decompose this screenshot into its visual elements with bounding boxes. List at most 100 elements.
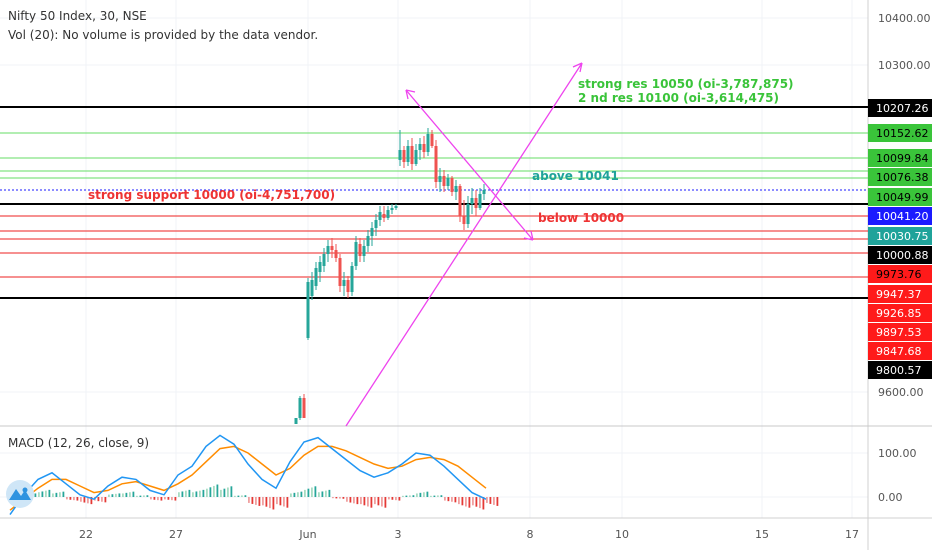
annotation-text: 2 nd res 10100 (oi-3,614,475): [578, 91, 779, 105]
candle-body: [334, 250, 338, 258]
macd-tick-label: 0.00: [878, 491, 903, 504]
candle-body: [346, 280, 350, 292]
annotation-text: above 10041: [532, 169, 619, 183]
macd-histogram-bar: [269, 497, 271, 509]
macd-histogram-bar: [111, 494, 114, 497]
macd-histogram-bar: [496, 497, 499, 506]
macd-histogram-bar: [479, 497, 481, 509]
downtrend-arrowhead-start: [405, 89, 416, 100]
candle-body: [466, 204, 470, 224]
grid: [0, 0, 868, 518]
macd-histogram-bar: [69, 497, 72, 500]
price-tag-bg: [868, 265, 932, 283]
uptrend-arrow-line: [345, 62, 583, 427]
candle-body: [414, 150, 418, 164]
macd-histogram-bar: [34, 493, 37, 497]
annotations: strong res 10050 (oi-3,787,875)2 nd res …: [88, 77, 794, 225]
price-tick-label: 10400.00: [878, 12, 931, 25]
macd-histogram-bar: [223, 488, 226, 497]
macd-histogram-bar: [395, 497, 397, 501]
macd-histogram-bar: [426, 491, 429, 497]
macd-histogram-bar: [73, 497, 75, 501]
macd-histogram-bar: [300, 491, 303, 497]
candle-body: [338, 258, 342, 286]
price-tag-bg: [868, 323, 932, 341]
macd-histogram-bar: [388, 497, 390, 500]
tradingview-logo-icon[interactable]: [6, 480, 34, 508]
macd-histogram-bar: [199, 490, 201, 497]
time-tick-label: 15: [755, 528, 769, 541]
macd-histogram-bar: [391, 497, 394, 500]
macd-histogram-bar: [258, 497, 261, 506]
price-tag-bg: [868, 342, 932, 360]
macd-histogram-bar: [461, 497, 464, 506]
macd-histogram-bar: [440, 495, 443, 497]
macd-histogram-bar: [489, 497, 492, 504]
price-tag-label: 9897.53: [876, 326, 922, 339]
macd-histogram-bar: [430, 495, 432, 497]
macd-histogram-bar: [398, 497, 401, 501]
macd-histogram-bar: [335, 497, 338, 499]
candle-body: [354, 242, 358, 266]
candle-body: [446, 178, 450, 186]
price-tick-label: 10300.00: [878, 59, 931, 72]
macd-histogram-bar: [181, 491, 184, 497]
price-ticks: 10400.00 10300.00 9600.00: [878, 12, 931, 399]
candle-body: [294, 418, 298, 424]
candle-body: [462, 216, 466, 224]
macd-histogram-bar: [143, 495, 145, 497]
macd-histogram-bar: [146, 495, 149, 497]
macd-histogram-bar: [230, 486, 233, 497]
macd-histogram-bar: [136, 495, 138, 497]
macd-histogram-bar: [164, 497, 166, 500]
candle-body: [438, 176, 442, 182]
chart-title: Nifty 50 Index, 30, NSE: [8, 9, 147, 23]
macd-pane: 100.00 0.00: [9, 434, 917, 516]
price-tag-bg: [868, 227, 932, 245]
macd-histogram-bar: [244, 495, 247, 497]
macd-histogram-bar: [251, 497, 254, 504]
price-tag-bg: [868, 361, 932, 379]
price-tag-bg: [868, 124, 932, 142]
macd-histogram-bar: [360, 497, 362, 505]
price-tag-bg: [868, 285, 932, 303]
candle-body: [458, 186, 462, 216]
candle-body: [366, 236, 370, 246]
macd-histogram-bar: [195, 491, 198, 497]
time-tick-label: 17: [845, 528, 859, 541]
macd-histogram-bar: [419, 492, 422, 497]
macd-histogram-bar: [346, 497, 348, 502]
time-tick-label: 22: [79, 528, 93, 541]
candle-body: [418, 144, 422, 150]
annotation-text: strong res 10050 (oi-3,787,875): [578, 77, 794, 91]
macd-histogram-bar: [311, 487, 313, 497]
macd-histogram-bar: [290, 493, 292, 497]
price-tag-bg: [868, 246, 932, 264]
macd-histogram-bar: [129, 492, 131, 497]
macd-histogram-bar: [444, 497, 446, 501]
candle-body: [470, 198, 474, 204]
macd-histogram-bar: [206, 488, 208, 497]
macd-histogram-bar: [213, 485, 215, 497]
macd-histogram-bar: [55, 492, 58, 497]
price-tag-label: 9800.57: [876, 364, 922, 377]
macd-histogram-bar: [220, 489, 222, 497]
macd-signal-line: [9, 445, 487, 511]
macd-histogram-bar: [167, 497, 170, 500]
price-tag-label: 10049.99: [876, 191, 929, 204]
annotation-text: below 10000: [538, 211, 624, 225]
macd-histogram-bar: [83, 497, 86, 503]
candle-body: [482, 190, 486, 194]
time-tick-label: Jun: [298, 528, 316, 541]
macd-histogram-bar: [125, 492, 128, 497]
macd-histogram-bar: [115, 493, 117, 497]
annotation-text: strong support 10000 (oi-4,751,700): [88, 188, 335, 202]
uptrend-arrowhead: [572, 62, 583, 73]
macd-histogram-bar: [178, 492, 180, 497]
candle-body: [358, 244, 362, 256]
price-levels: [0, 106, 868, 299]
price-tags: 10207.26 10152.62 10099.84 10076.38 10049.99…: [868, 99, 932, 379]
macd-histogram-bar: [90, 497, 93, 505]
macd-histogram-bar: [475, 497, 478, 507]
